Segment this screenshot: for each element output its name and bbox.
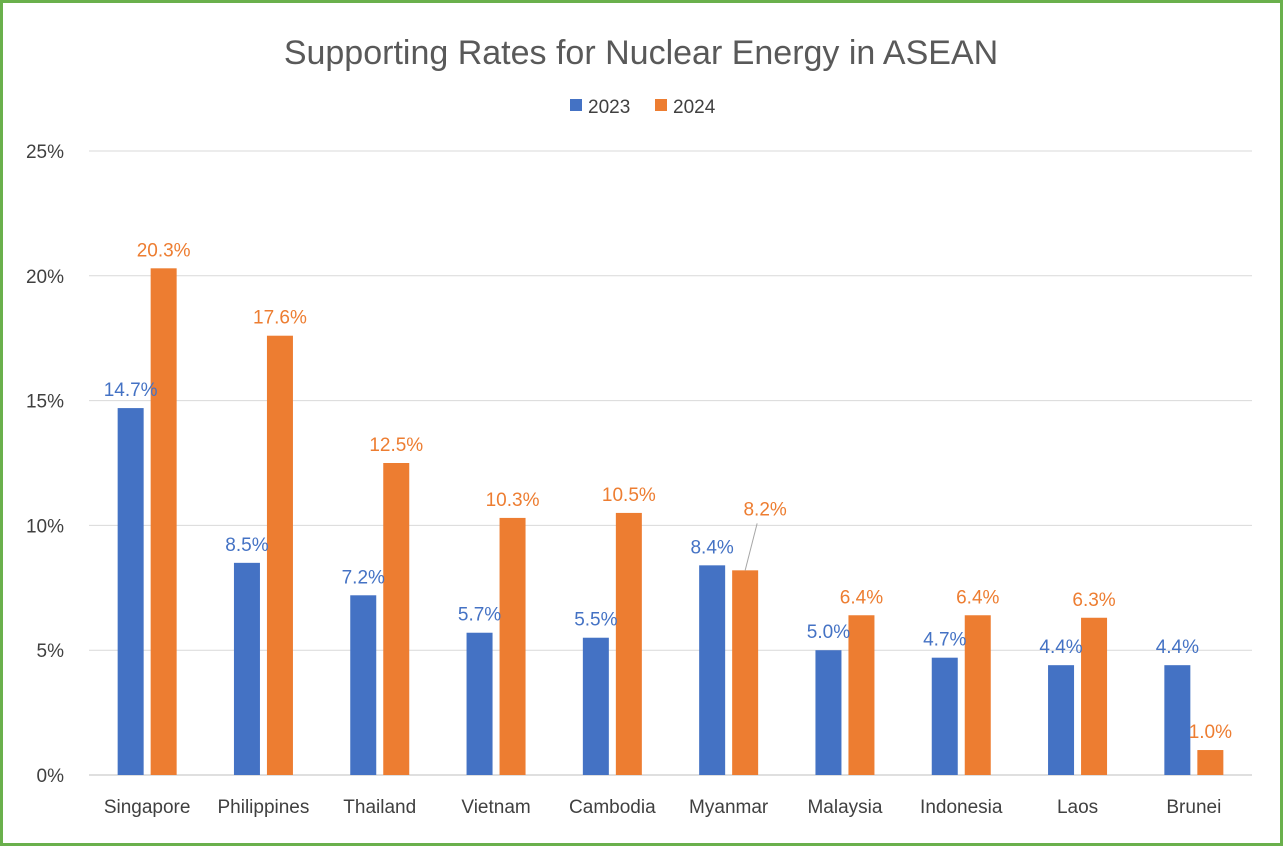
data-labels: 14.7% 20.3% 8.5% 17.6% 7.2% 12.5% 5.7% 10.3% 5.5…	[104, 240, 1232, 743]
legend-swatch-2023	[570, 99, 582, 111]
data-label-2024: 12.5%	[369, 435, 423, 456]
bar-2023	[117, 408, 144, 775]
data-label-2024: 20.3%	[137, 240, 191, 261]
y-axis-ticks: 0% 5% 10% 15% 20% 25%	[26, 142, 64, 787]
bar-2023	[582, 637, 609, 775]
data-label-2024: 10.3%	[486, 490, 540, 511]
data-label-2024: 8.2%	[743, 499, 786, 520]
data-label-2023: 4.7%	[923, 630, 966, 651]
data-label-2024: 6.3%	[1072, 590, 1115, 611]
bar-2023	[233, 562, 260, 775]
x-category-label: Philippines	[217, 797, 309, 818]
data-label-2023: 4.4%	[1156, 637, 1199, 658]
bar-2023	[350, 595, 377, 775]
data-label-2024: 17.6%	[253, 308, 307, 329]
bar-2023	[931, 657, 958, 775]
data-label-2024: 10.5%	[602, 485, 656, 506]
bar-2024	[964, 615, 991, 775]
data-label-2024: 1.0%	[1189, 722, 1232, 743]
bar-2023	[815, 650, 842, 775]
legend-label-2024: 2024	[673, 97, 716, 118]
x-category-label: Vietnam	[461, 797, 530, 818]
legend-swatch-2024	[655, 99, 667, 111]
x-axis-categories: Singapore Philippines Thailand Vietnam Cambo…	[104, 797, 1221, 818]
gridlines	[89, 150, 1252, 776]
x-category-label: Brunei	[1166, 797, 1221, 818]
data-label-leader	[744, 523, 758, 571]
x-category-label: Singapore	[104, 797, 191, 818]
bars	[117, 268, 1224, 775]
bar-2023	[699, 565, 726, 775]
x-category-label: Cambodia	[569, 797, 656, 818]
x-category-label: Myanmar	[689, 797, 769, 818]
x-category-label: Indonesia	[920, 797, 1003, 818]
bar-2024	[732, 570, 759, 775]
bar-2024	[383, 463, 410, 775]
y-tick-label: 0%	[37, 766, 65, 787]
y-tick-label: 10%	[26, 516, 64, 537]
data-label-2023: 7.2%	[342, 567, 385, 588]
y-tick-label: 25%	[26, 142, 64, 163]
data-label-2023: 14.7%	[104, 380, 158, 401]
x-category-label: Malaysia	[807, 797, 882, 818]
data-label-2023: 8.4%	[690, 537, 733, 558]
legend-label-2023: 2023	[588, 97, 630, 118]
x-category-label: Laos	[1057, 797, 1098, 818]
data-label-2023: 4.4%	[1039, 637, 1082, 658]
data-label-2023: 8.5%	[225, 535, 268, 556]
bar-2024	[150, 268, 177, 775]
data-label-2024: 6.4%	[956, 587, 999, 608]
bar-2024	[1197, 750, 1224, 775]
data-label-2023: 5.5%	[574, 610, 617, 631]
legend: 2023 2024	[570, 97, 716, 118]
y-tick-label: 20%	[26, 267, 64, 288]
y-tick-label: 5%	[37, 641, 65, 662]
bar-2024	[1081, 617, 1108, 775]
bar-2024	[266, 335, 293, 775]
bar-2024	[848, 615, 875, 775]
bar-2023	[1048, 665, 1075, 775]
data-label-2024: 6.4%	[840, 587, 883, 608]
chart-title: Supporting Rates for Nuclear Energy in A…	[284, 34, 998, 72]
bar-2024	[499, 517, 526, 775]
bar-2023	[466, 632, 493, 775]
bar-2023	[1164, 665, 1191, 775]
x-category-label: Thailand	[343, 797, 416, 818]
y-tick-label: 15%	[26, 392, 64, 413]
data-label-2023: 5.0%	[807, 622, 850, 643]
data-label-2023: 5.7%	[458, 605, 501, 626]
bar-2024	[615, 512, 642, 775]
